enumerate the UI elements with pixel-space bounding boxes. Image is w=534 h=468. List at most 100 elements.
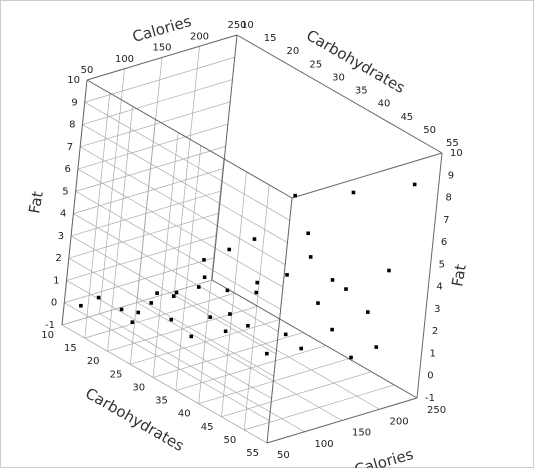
tick-label: 7: [443, 215, 449, 226]
grid-line: [66, 235, 217, 281]
grid-line: [68, 257, 274, 377]
box-edge: [266, 397, 418, 444]
tick-label: 1: [430, 348, 436, 359]
data-point: [246, 323, 250, 328]
tick-label: 10: [67, 75, 80, 86]
tick-label: 200: [390, 416, 409, 427]
box-edge: [86, 79, 293, 199]
data-point: [330, 327, 334, 332]
grid-line: [82, 124, 288, 243]
tick-label: 100: [115, 54, 134, 65]
box-edge: [236, 34, 443, 154]
tick-label: 150: [352, 428, 371, 439]
tick-label: 0: [427, 371, 433, 382]
data-point: [306, 231, 310, 236]
tick-label: 250: [227, 20, 246, 31]
grid-line: [66, 280, 272, 399]
tick-label: 1: [53, 275, 59, 286]
data-point: [136, 310, 141, 315]
tick-label: 2: [432, 326, 438, 337]
data-point: [79, 303, 83, 308]
grid-line: [82, 79, 233, 125]
data-point: [169, 317, 174, 322]
tick-label: 25: [309, 59, 322, 70]
grid-line: [152, 132, 179, 378]
data-point: [283, 332, 288, 337]
grid-line: [70, 190, 222, 237]
data-point: [349, 355, 353, 360]
data-point: [223, 329, 228, 334]
tick-label: 25: [110, 369, 123, 380]
tick-label: 45: [400, 112, 413, 123]
tick-label: 35: [355, 86, 368, 97]
grid-line: [64, 302, 270, 422]
grid-line: [175, 145, 202, 391]
box-edge: [416, 152, 443, 399]
grid-line: [136, 302, 343, 421]
data-point: [299, 346, 303, 351]
tick-label: 40: [178, 409, 191, 420]
tick-label: 55: [446, 138, 459, 149]
grid-line: [198, 158, 225, 404]
data-point: [155, 291, 159, 295]
tick-label: 50: [223, 435, 236, 446]
tick-label: 10: [41, 330, 54, 341]
tick-label: -1: [45, 320, 55, 331]
tick-label: 2: [55, 253, 61, 264]
grid-line: [243, 184, 270, 430]
tick-label: 30: [332, 72, 345, 83]
tick-label: 15: [264, 33, 277, 44]
tick-label: 5: [62, 186, 68, 197]
box-edge: [211, 279, 418, 399]
grid-line: [174, 290, 380, 410]
box-edge: [61, 79, 88, 326]
data-point: [228, 312, 232, 316]
tick-label: 50: [277, 450, 290, 461]
tick-label: 50: [423, 125, 436, 136]
data-point: [412, 182, 417, 187]
data-point: [96, 295, 101, 300]
tick-label: 3: [58, 231, 64, 242]
data-point: [189, 334, 194, 339]
tick-label: 0: [51, 298, 57, 309]
tick-label: 10: [450, 148, 463, 159]
grid-line: [84, 93, 111, 339]
tick-label: 150: [152, 43, 171, 54]
axis-title: Fat: [448, 263, 470, 288]
data-point: [330, 278, 335, 282]
data-point: [285, 273, 289, 277]
tick-label: 30: [132, 382, 145, 393]
grid-line: [77, 123, 229, 170]
tick-label: 10: [241, 20, 254, 31]
data-point: [171, 294, 176, 298]
tick-label: 55: [246, 448, 259, 459]
tick-label: 250: [427, 405, 446, 416]
data-point: [227, 247, 232, 252]
tick-label: 3: [434, 304, 440, 315]
tick-label: 35: [155, 396, 168, 407]
data-point: [196, 285, 201, 289]
data-point: [366, 310, 370, 314]
grid-line: [80, 146, 286, 266]
data-point: [344, 287, 348, 291]
tick-label: -1: [425, 393, 435, 404]
data-point: [208, 315, 212, 319]
tick-label: 9: [448, 170, 454, 181]
tick-label: 20: [287, 46, 300, 57]
data-point: [119, 307, 124, 312]
grid-line: [75, 191, 281, 310]
tick-label: 100: [315, 439, 334, 450]
grid-line: [68, 212, 219, 259]
axis-title: Fat: [25, 190, 47, 215]
data-point: [202, 258, 206, 262]
tick-label: 4: [60, 209, 66, 220]
data-point: [265, 351, 269, 356]
grid-line: [84, 56, 235, 103]
box-edge: [211, 34, 238, 281]
tick-label: 9: [71, 97, 77, 108]
tick-label: 7: [67, 142, 73, 153]
tick-label: 50: [81, 65, 94, 76]
grid-line: [64, 257, 215, 304]
